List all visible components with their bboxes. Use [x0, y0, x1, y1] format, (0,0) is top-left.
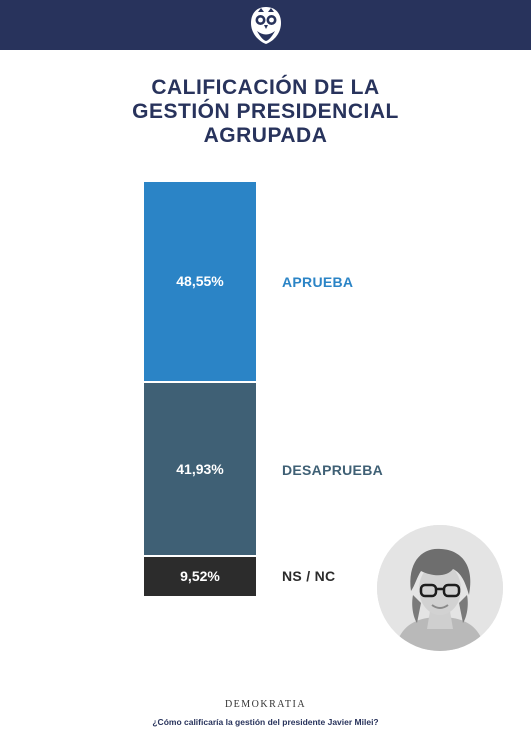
title-line: AGRUPADA — [203, 124, 328, 147]
owl-icon — [251, 7, 281, 44]
bar-segment-1: 48,55% — [144, 182, 256, 381]
bar-value-label: 48,55% — [176, 273, 224, 290]
category-label: APRUEBA — [282, 274, 354, 291]
title-line: GESTIÓN PRESIDENCIAL — [132, 100, 399, 123]
bar-value-label: 9,52% — [180, 568, 220, 585]
header-bar — [0, 0, 531, 50]
chart-title: CALIFICACIÓN DE LA GESTIÓN PRESIDENCIAL … — [0, 76, 531, 148]
bar-segment-3: 9,52% — [144, 556, 256, 596]
category-label: NS / NC — [282, 568, 336, 585]
brand-name: DEMOKRATIA — [224, 699, 307, 710]
title-line: CALIFICACIÓN DE LA — [151, 76, 380, 99]
portrait-icon — [377, 525, 503, 651]
category-label: DESAPRUEBA — [282, 461, 384, 478]
bar-value-label: 41,93% — [176, 460, 224, 477]
survey-question: ¿Cómo calificaría la gestión del preside… — [152, 717, 379, 727]
bar-segment-2: 41,93% — [144, 382, 256, 555]
